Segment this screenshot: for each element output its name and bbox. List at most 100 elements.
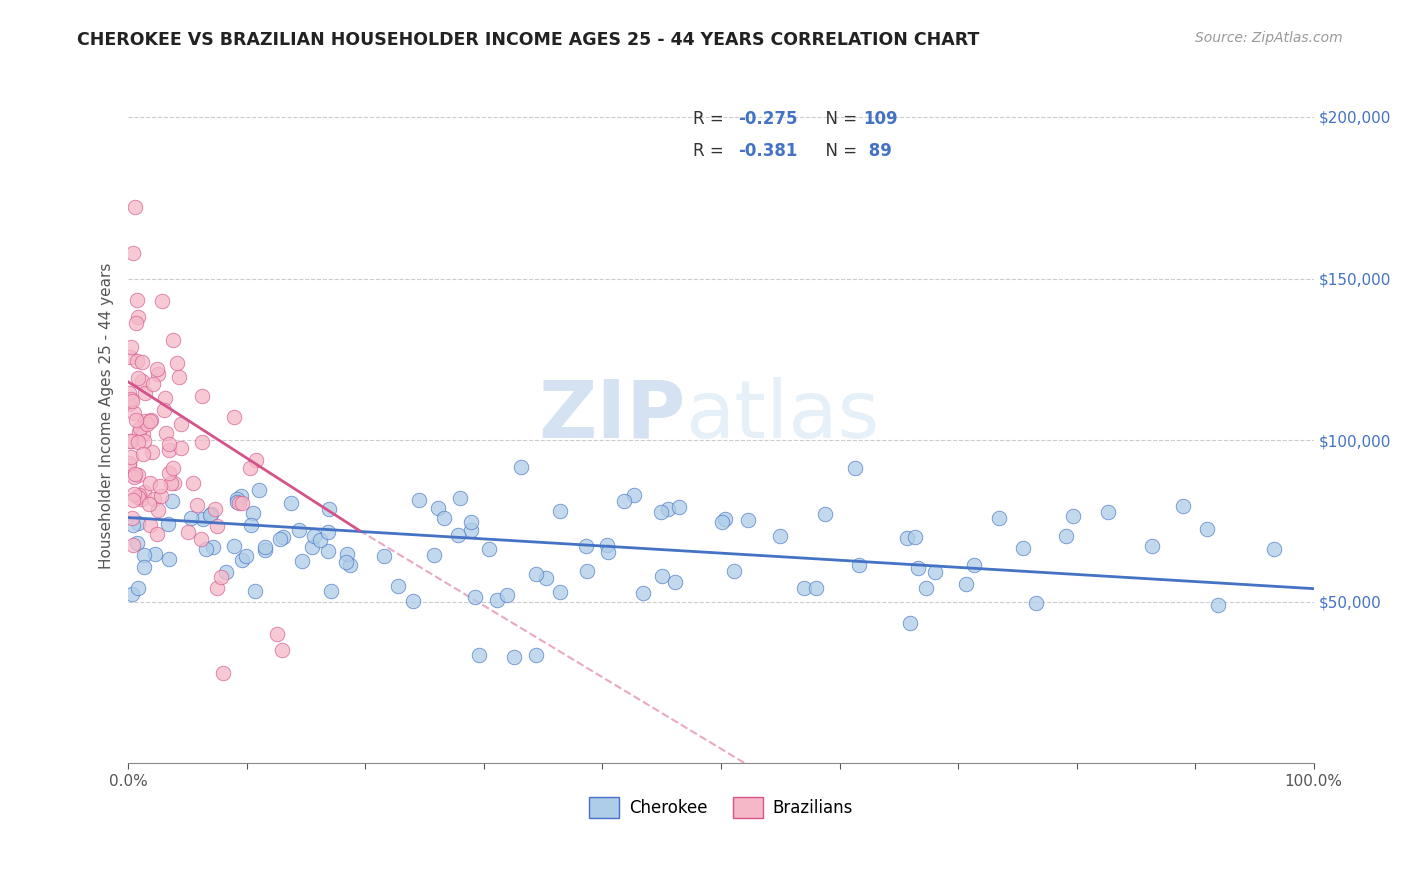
Point (118, 456, 141, 470)
Point (225, 492, 247, 507)
Point (793, 581, 815, 595)
Point (190, 533, 212, 547)
Point (280, 496, 302, 510)
Point (162, 461, 184, 475)
Point (271, 643, 294, 657)
Point (242, 507, 264, 521)
Text: CHEROKEE VS BRAZILIAN HOUSEHOLDER INCOME AGES 25 - 44 YEARS CORRELATION CHART: CHEROKEE VS BRAZILIAN HOUSEHOLDER INCOME… (77, 31, 980, 49)
Point (373, 549, 395, 563)
Point (138, 413, 160, 427)
Text: -0.275: -0.275 (738, 110, 799, 128)
Point (122, 493, 145, 508)
Text: R =: R = (693, 110, 730, 128)
Point (167, 370, 190, 384)
Point (127, 516, 149, 531)
Text: 89: 89 (863, 143, 891, 161)
Point (650, 505, 672, 519)
Point (596, 538, 619, 552)
Point (318, 501, 340, 516)
Point (460, 523, 482, 537)
Point (141, 445, 163, 459)
Point (548, 585, 571, 599)
Point (131, 374, 153, 388)
Point (613, 494, 636, 508)
Point (150, 293, 173, 308)
Point (170, 417, 193, 431)
Point (122, 538, 145, 552)
Point (447, 527, 470, 541)
Point (575, 539, 598, 553)
Text: R =: R = (693, 143, 730, 161)
Point (575, 564, 598, 578)
Point (231, 496, 253, 510)
Point (121, 586, 143, 600)
Point (254, 542, 277, 557)
Point (127, 467, 149, 482)
Point (157, 443, 180, 458)
Point (1171, 499, 1194, 513)
Point (177, 525, 200, 540)
Point (651, 569, 673, 583)
Point (247, 483, 270, 497)
Point (904, 530, 927, 544)
Point (510, 459, 533, 474)
Point (149, 479, 172, 493)
Point (143, 547, 166, 561)
Point (534, 571, 557, 585)
Point (138, 497, 160, 511)
Point (711, 515, 734, 529)
Point (503, 650, 526, 665)
Point (122, 407, 145, 421)
Text: 109: 109 (863, 110, 897, 128)
Point (907, 561, 929, 575)
Point (269, 533, 291, 547)
Point (152, 402, 174, 417)
Point (162, 494, 184, 508)
Point (222, 540, 245, 554)
Point (120, 340, 142, 354)
Point (548, 503, 571, 517)
Point (146, 502, 169, 516)
Point (898, 616, 921, 631)
Point (142, 377, 165, 392)
Point (1097, 504, 1119, 518)
Point (723, 565, 745, 579)
Point (121, 511, 143, 525)
Point (433, 511, 456, 525)
Point (134, 434, 156, 448)
Point (200, 507, 222, 521)
Point (146, 368, 169, 382)
Point (240, 518, 263, 533)
Point (125, 353, 148, 368)
Point (225, 494, 247, 508)
Point (156, 516, 179, 531)
Point (138, 518, 160, 533)
Point (408, 493, 430, 508)
Point (664, 574, 686, 589)
Point (122, 469, 145, 483)
Point (316, 543, 339, 558)
Point (304, 529, 326, 543)
Y-axis label: Householder Income Ages 25 - 44 years: Householder Income Ages 25 - 44 years (100, 262, 114, 569)
Point (423, 549, 446, 563)
Point (287, 523, 309, 537)
Point (127, 293, 149, 307)
Point (209, 570, 232, 584)
Point (633, 586, 655, 600)
Point (485, 593, 508, 607)
Point (1197, 522, 1219, 536)
Point (212, 665, 235, 680)
Point (915, 581, 938, 595)
Text: -0.381: -0.381 (738, 143, 797, 161)
Point (139, 476, 162, 491)
Point (273, 530, 295, 544)
Point (125, 413, 148, 427)
Point (243, 583, 266, 598)
Point (1054, 529, 1077, 543)
Point (215, 565, 238, 579)
Point (301, 540, 323, 554)
Point (146, 361, 169, 376)
Point (623, 487, 645, 501)
Point (1062, 509, 1084, 524)
Point (963, 558, 986, 572)
